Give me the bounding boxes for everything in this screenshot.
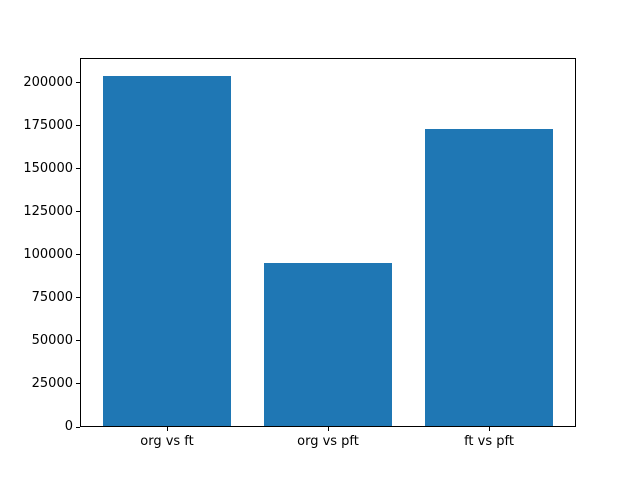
- y-tick-mark: [76, 340, 80, 342]
- y-tick-label: 50000: [31, 332, 73, 348]
- y-tick-mark: [76, 426, 80, 428]
- bar-org-vs-pft: [263, 263, 393, 427]
- y-tick-mark: [76, 297, 80, 299]
- y-tick-mark: [76, 211, 80, 213]
- y-tick-label: 125000: [23, 203, 73, 219]
- y-tick-mark: [76, 125, 80, 126]
- y-tick-label: 0: [64, 419, 73, 434]
- plot-area: [80, 58, 576, 427]
- bar-ft-vs-pft: [424, 129, 554, 427]
- bar-org-vs-ft: [102, 75, 232, 427]
- x-tick-label: org vs pft: [297, 434, 359, 449]
- y-tick-label: 75000: [31, 289, 73, 305]
- x-tick-label: ft vs pft: [464, 434, 514, 449]
- x-tick-label: org vs ft: [140, 434, 194, 449]
- x-tick-mark: [327, 427, 329, 431]
- y-tick-label: 100000: [23, 246, 73, 262]
- y-tick-label: 175000: [23, 117, 73, 133]
- y-tick-mark: [76, 383, 80, 385]
- y-tick-label: 25000: [31, 375, 73, 391]
- y-tick-mark: [76, 254, 80, 256]
- x-tick-mark: [488, 427, 490, 431]
- x-tick-mark: [166, 427, 168, 431]
- y-tick-label: 150000: [23, 160, 73, 176]
- y-tick-mark: [76, 82, 80, 83]
- y-tick-label: 200000: [23, 74, 73, 90]
- y-tick-mark: [76, 168, 80, 170]
